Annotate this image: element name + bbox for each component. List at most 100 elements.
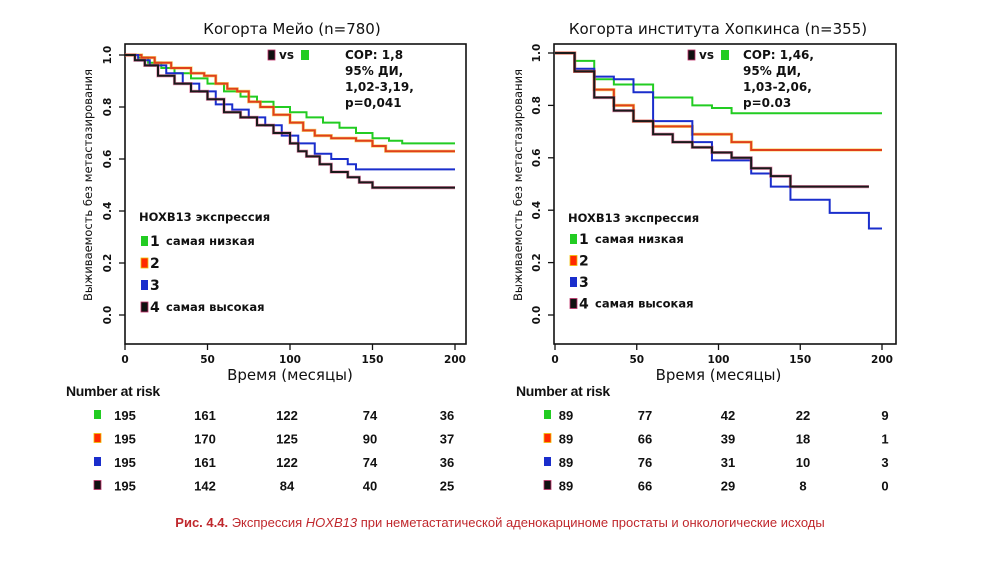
panel2-series-2-halo	[555, 51, 882, 152]
panel1-legend-label-1: самая низкая	[166, 234, 255, 248]
panel2-x-axis-label: Время (месяцы)	[656, 366, 782, 384]
panel1-x-tick-label: 100	[279, 354, 301, 366]
panel2-y-tick-label: 1.0	[531, 44, 543, 63]
panel2-risk-row-2-value: 66	[638, 432, 652, 447]
panel1-legend-swatch-3	[141, 280, 148, 290]
panel2-y-tick-label: 0.2	[531, 253, 543, 272]
panel1-stat-line: p=0,041	[345, 96, 402, 110]
panel1-risk-row-4-swatch	[93, 480, 102, 490]
panel1-stat-line: 1,02-3,19,	[345, 80, 414, 94]
panel2-plot-frame	[553, 43, 897, 345]
panel1-risk-row-3-value: 36	[440, 455, 454, 470]
panel1-stat-line: 95% ДИ,	[345, 64, 403, 78]
panel2-y-axis-label: Выживаемость без метастазирования	[511, 69, 525, 301]
panel1-y-tick-label: 0.2	[102, 254, 114, 273]
panel1-series-3-line	[125, 54, 455, 171]
panel2-series-1-halo	[555, 53, 882, 113]
panel1-risk-row-1-value: 122	[276, 408, 298, 423]
panel2-series-4-line	[555, 52, 869, 188]
panel1-risk-row-1-value: 161	[194, 408, 216, 423]
panel2-risk-row-2-value: 18	[796, 432, 810, 447]
panel1-risk-row-3-swatch	[94, 457, 101, 466]
panel1-risk-row-2-value: 125	[276, 432, 298, 447]
panel2-x-tick-label: 150	[789, 354, 811, 366]
panel1-legend-swatch-1	[141, 236, 148, 246]
panel2-x-tick-label: 100	[708, 354, 730, 366]
panel2-legend-label-4: самая высокая	[595, 297, 693, 311]
panel1-risk-row-2-value: 170	[194, 432, 216, 447]
panel1-risk-row-4-value: 25	[440, 479, 454, 494]
panel1-risk-row-4-value: 84	[280, 479, 295, 494]
panel2-risk-row-1-value: 42	[721, 408, 735, 423]
panel2-x-tick-label: 200	[871, 354, 893, 366]
panel2-legend-swatch-1	[570, 234, 577, 244]
panel1-risk-row-4-value: 40	[363, 479, 377, 494]
caption-text-before: Экспрессия	[228, 515, 306, 530]
panel1-risk-row-2-value: 90	[363, 432, 377, 447]
panel2-stat-line: 1,03-2,06,	[743, 80, 812, 94]
panel2-series-4-halo	[555, 51, 869, 189]
panel2-risk-row-4-value: 0	[881, 479, 888, 494]
panel2-risk-row-4-swatch	[543, 480, 552, 490]
panel2-risk-row-2-value: 39	[721, 432, 735, 447]
panel1-y-axis-label: Выживаемость без метастазирования	[81, 69, 95, 301]
panel2-risk-row-2-swatch	[543, 433, 552, 443]
panel2-risk-row-1-value: 77	[638, 408, 652, 423]
panel1-y-tick-label: 0.6	[102, 150, 114, 169]
panel1-plot-frame	[124, 43, 467, 345]
figure-caption: Рис. 4.4. Экспрессия HOXB13 при неметаст…	[0, 515, 1000, 530]
panel2-vs-group-1-swatch	[721, 50, 729, 60]
panel1-y-tick-label: 0.0	[102, 306, 114, 325]
panel1-chart-title: Когорта Мейо (n=780)	[203, 20, 380, 38]
panel2-chart-title: Когорта института Хопкинса (n=355)	[569, 20, 867, 38]
panel2-legend-title: HOXB13 экспрессия	[568, 211, 699, 225]
panel2-legend-swatch-4	[569, 298, 578, 309]
panel2-legend-swatch-3	[570, 277, 577, 287]
panel1-vs-group-4-swatch	[267, 49, 276, 61]
panel2-legend-number-3: 3	[579, 275, 589, 291]
panel2-risk-row-4-value: 8	[799, 479, 806, 494]
panel2-risk-row-3-value: 3	[881, 455, 888, 470]
panel2-risk-row-2-value: 89	[559, 432, 573, 447]
panel1-series-2-line	[125, 54, 455, 153]
panel2-stat-line: СОР: 1,46,	[743, 48, 814, 62]
panel1-legend-swatch-2	[140, 257, 149, 269]
panel1-legend-number-1: 1	[150, 234, 160, 250]
panel2-risk-row-3-value: 89	[559, 455, 573, 470]
panel1-x-tick-label: 0	[121, 354, 128, 366]
panel2-y-tick-label: 0.6	[531, 148, 543, 167]
panel1-series-4-line	[125, 54, 455, 189]
panel1-stat-line: СОР: 1,8	[345, 48, 403, 62]
panel1-legend-number-3: 3	[150, 278, 160, 294]
panel2-risk-row-4-value: 29	[721, 479, 735, 494]
panel1-risk-row-3-value: 122	[276, 455, 298, 470]
panel2-legend-number-1: 1	[579, 232, 589, 248]
panel1-risk-table-title: Number at risk	[66, 383, 160, 399]
panel2-x-tick-label: 50	[629, 354, 644, 366]
panel1-x-tick-label: 200	[444, 354, 466, 366]
panel1-legend-swatch-4	[140, 301, 149, 313]
panel2-risk-row-1-swatch	[544, 410, 551, 419]
panel2-series-3-line	[555, 52, 882, 230]
panel2-stat-line: p=0.03	[743, 96, 791, 110]
panel2-risk-row-3-value: 76	[638, 455, 652, 470]
panel1-risk-row-2-value: 195	[114, 432, 136, 447]
panel1-risk-row-3-value: 74	[363, 455, 378, 470]
panel2-x-tick-label: 0	[551, 354, 558, 366]
figure-canvas: Когорта Мейо (n=780) 0.0 0.2 0.4 0.6 0.8 1.0 0 5…	[66, 20, 897, 494]
panel2-risk-table-title: Number at risk	[516, 383, 610, 399]
panel2-legend-label-1: самая низкая	[595, 232, 684, 246]
panel2-risk-row-3-swatch	[544, 457, 551, 466]
panel1-risk-row-2-value: 37	[440, 432, 454, 447]
panel2-vs-label: vs	[699, 48, 714, 62]
panel2-stat-line: 95% ДИ,	[743, 64, 801, 78]
panel1-risk-row-1-value: 74	[363, 408, 378, 423]
panel1-vs-label: vs	[279, 48, 294, 62]
panel1-y-tick-label: 0.4	[102, 202, 114, 221]
panel1-x-axis-label: Время (месяцы)	[227, 366, 353, 384]
panel2-legend-swatch-2	[569, 255, 578, 266]
panel1-risk-row-1-value: 36	[440, 408, 454, 423]
panel1-legend-number-2: 2	[150, 256, 160, 272]
panel1-y-tick-label: 1.0	[102, 46, 114, 65]
panel1-legend-title: HOXB13 экспрессия	[139, 210, 270, 224]
